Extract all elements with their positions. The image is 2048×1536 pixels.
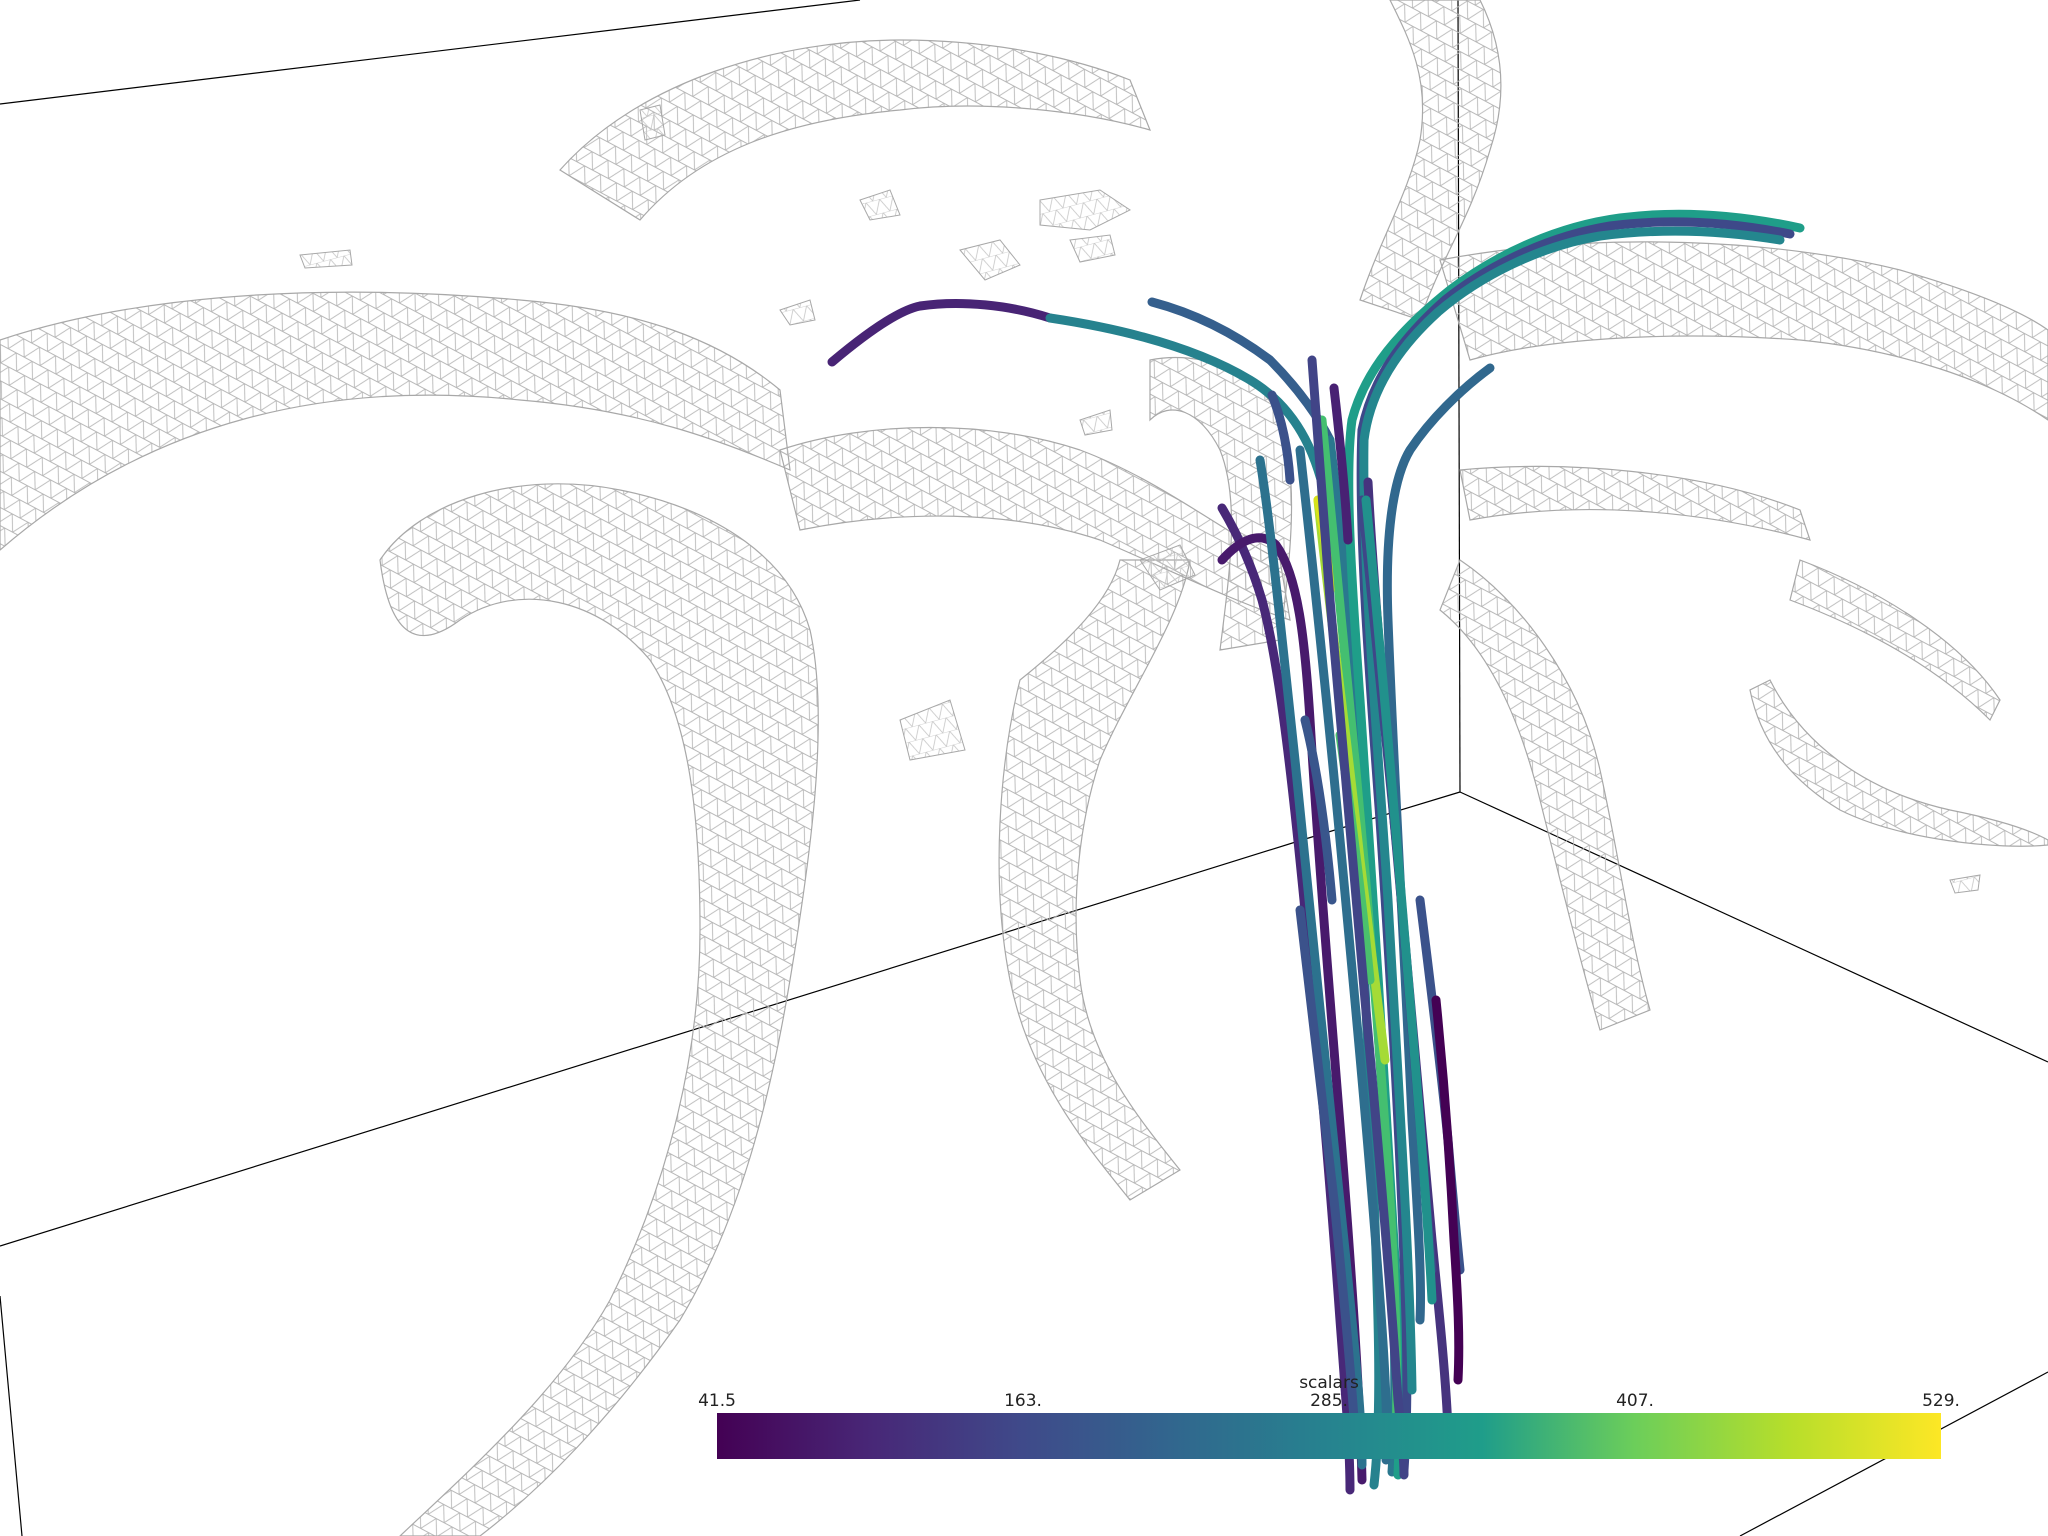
scalar-bar: scalars 41.5 163. 285. 407. 529. [698,1373,1960,1463]
scalar-bar-tick-label: 163. [1004,1391,1042,1411]
streamline [1359,226,1785,1395]
scalar-bar-colormap [717,1413,1941,1459]
streamline-tubes [827,209,1805,1495]
streamline [1431,995,1464,1385]
streamline [1267,390,1295,485]
scalar-bar-tick-labels: 41.5 163. 285. 407. 529. [677,1391,1981,1413]
streamline [1295,905,1361,1455]
streamline [1361,495,1437,1305]
scalar-bar-tick-label: 407. [1616,1391,1654,1411]
scalar-bar-tick-label: 529. [1922,1391,1960,1411]
streamline [827,299,1055,367]
streamline [1307,355,1409,1480]
streamline [1382,363,1495,1325]
streamline [1300,715,1337,905]
streamline [1295,445,1392,1465]
scalar-bar-tick-label: 285. [1310,1391,1348,1411]
mesh-fragments [299,104,1981,894]
streamline [1329,383,1353,545]
streamline [1255,455,1367,1470]
scalar-bar-tick-label: 41.5 [698,1391,736,1411]
scalar-bar-title: scalars [1299,1373,1359,1393]
